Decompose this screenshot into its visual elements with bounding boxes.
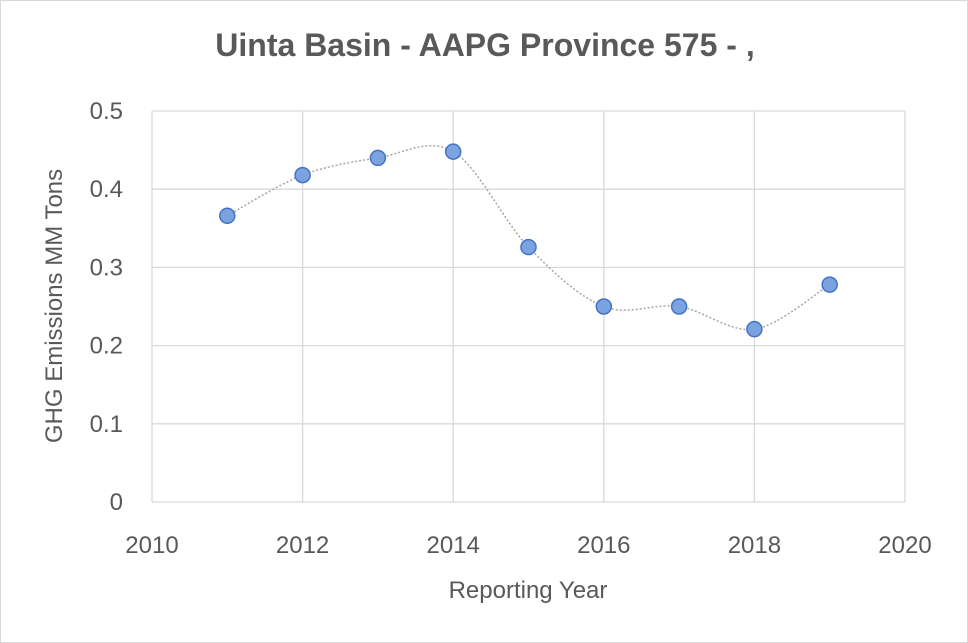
x-tick-label: 2010 <box>125 532 178 559</box>
y-tick-label: 0 <box>110 489 123 516</box>
data-point <box>294 166 311 184</box>
x-tick-label: 2014 <box>427 532 480 559</box>
data-point <box>821 276 838 293</box>
y-tick-label: 0.1 <box>90 411 123 438</box>
data-point <box>595 298 613 315</box>
y-axis-title: GHG Emissions MM Tons <box>41 169 68 443</box>
data-point <box>670 298 688 315</box>
data-point <box>520 238 537 256</box>
data-point <box>219 207 236 225</box>
y-tick-label: 0.3 <box>90 254 123 281</box>
chart-title: Uinta Basin - AAPG Province 575 - , <box>215 27 755 63</box>
x-tick-label: 2012 <box>276 532 329 559</box>
x-tick-label: 2016 <box>577 532 630 559</box>
y-tick-labels: 0 0.1 0.2 0.3 0.4 0.5 <box>90 98 123 516</box>
y-tick-label: 0.4 <box>90 176 123 203</box>
data-point <box>444 143 462 160</box>
data-point <box>746 320 763 338</box>
grid-lines <box>151 110 906 503</box>
x-tick-labels: 2010 2012 2014 2016 2018 2020 <box>125 532 931 559</box>
y-tick-label: 0.2 <box>90 333 123 360</box>
x-tick-label: 2020 <box>878 532 931 559</box>
x-tick-label: 2018 <box>728 532 781 559</box>
y-tick-label: 0.5 <box>90 98 123 125</box>
smoothed-trend-line <box>226 144 831 331</box>
data-points <box>219 143 838 338</box>
data-point <box>369 149 387 167</box>
x-axis-title: Reporting Year <box>449 577 608 604</box>
